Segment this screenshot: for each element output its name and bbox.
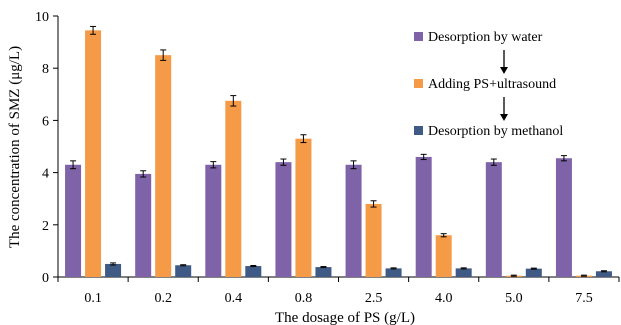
- bar-series-2: [85, 30, 102, 278]
- bar-series-3: [525, 268, 542, 277]
- error-bar: [530, 267, 537, 270]
- bar-series-3: [105, 263, 122, 277]
- error-bar: [180, 264, 187, 267]
- bar-series-2: [155, 55, 172, 278]
- error-bar: [390, 267, 397, 270]
- x-tick-label: 0.8: [295, 291, 313, 306]
- error-bar: [280, 158, 287, 166]
- error-bar: [90, 25, 97, 35]
- error-bar: [460, 267, 467, 270]
- error-bar: [490, 158, 497, 166]
- error-bar: [110, 262, 117, 266]
- bar-series-3: [315, 267, 332, 277]
- bar-series-2: [365, 203, 382, 277]
- x-tick-label: 7.5: [575, 291, 593, 306]
- x-tick-label: 2.5: [365, 291, 383, 306]
- bar-series-1: [65, 164, 82, 277]
- legend-swatch-2: [414, 79, 423, 88]
- error-bar: [250, 265, 257, 268]
- x-tick-label: 0.4: [225, 291, 243, 306]
- legend-arrow-head: [500, 114, 508, 121]
- y-tick-label: 4: [42, 167, 49, 182]
- error-bar: [140, 170, 147, 178]
- bar-series-3: [175, 265, 192, 277]
- bar-series-1: [485, 162, 502, 277]
- legend-label-1: Desorption by water: [428, 30, 543, 45]
- error-bar: [210, 161, 217, 169]
- y-tick-label: 0: [42, 271, 49, 286]
- bar-series-1: [135, 173, 152, 277]
- legend-label-3: Desorption by methanol: [428, 124, 563, 139]
- y-tick-label: 6: [42, 114, 49, 129]
- bar-series-1: [555, 158, 572, 277]
- error-bar: [370, 200, 377, 208]
- y-tick-label: 2: [42, 219, 49, 234]
- error-bar: [600, 270, 607, 273]
- legend-swatch-3: [414, 126, 423, 135]
- bar-series-2: [295, 138, 312, 277]
- legend-label-2: Adding PS+ultrasound: [428, 77, 556, 92]
- x-tick-label: 4.0: [435, 291, 453, 306]
- x-tick-label: 5.0: [505, 291, 523, 306]
- error-bar: [300, 134, 307, 144]
- error-bar: [580, 274, 587, 277]
- bar-series-1: [275, 162, 292, 277]
- error-bar: [560, 155, 567, 162]
- error-bar: [510, 274, 517, 277]
- bar-series-3: [595, 271, 612, 277]
- bar-series-3: [245, 266, 262, 277]
- error-bar: [160, 49, 167, 61]
- bar-series-1: [345, 164, 362, 277]
- legend: Desorption by water Adding PS+ultrasound D…: [414, 30, 563, 139]
- error-bar: [320, 266, 327, 269]
- bar-series-2: [225, 100, 242, 277]
- y-axis-title: The concentration of SMZ (μg/L): [7, 46, 23, 248]
- legend-swatch-1: [414, 32, 423, 41]
- x-tick-label: 0.1: [84, 291, 102, 306]
- error-bar: [70, 160, 77, 170]
- x-tick-label: 0.2: [154, 291, 172, 306]
- bar-series-3: [455, 268, 472, 277]
- bar-series-3: [385, 268, 402, 277]
- y-tick-label: 8: [42, 62, 49, 77]
- y-tick-label: 10: [35, 10, 49, 25]
- error-bar: [440, 233, 447, 238]
- error-bar: [420, 153, 427, 161]
- bar-series-1: [415, 156, 432, 277]
- legend-arrow-head: [500, 67, 508, 74]
- error-bar: [350, 160, 357, 170]
- error-bar: [230, 95, 237, 107]
- plot-area: 0 2 4 6 8 10 0.1 0.2 0.4 0.8 2.5 4.0 5.0 7.5: [35, 10, 620, 306]
- x-axis-title: The dosage of PS (g/L): [275, 310, 415, 325]
- bar-series-2: [435, 235, 452, 277]
- bar-series-1: [205, 164, 222, 277]
